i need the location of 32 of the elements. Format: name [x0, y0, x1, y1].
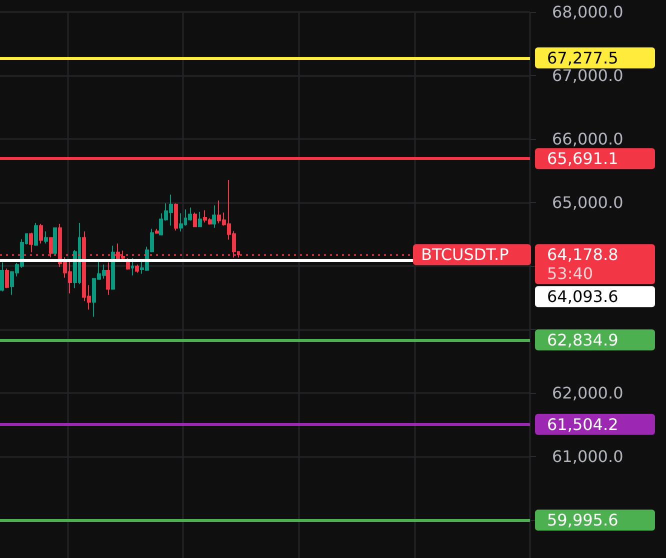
candlestick — [193, 212, 197, 228]
candlestick — [34, 222, 38, 246]
ref-line-label: 64,178.8 — [547, 245, 618, 264]
candlestick — [174, 202, 178, 231]
ref-line-label: 62,834.9 — [547, 330, 618, 350]
candlestick — [29, 232, 33, 253]
y-tick-label: 65,000.0 — [552, 192, 624, 212]
candlestick — [179, 212, 183, 232]
y-tick-label: 61,000.0 — [552, 446, 624, 466]
candlestick — [39, 223, 43, 244]
y-tick-label: 66,000.0 — [552, 129, 624, 148]
ref-line-label: 67,277.5 — [547, 48, 618, 68]
candlestick — [0, 262, 4, 292]
ref-line-label: 59,995.6 — [547, 510, 618, 530]
candlestick — [5, 268, 9, 289]
y-tick-label: 68,000.0 — [552, 2, 624, 22]
candlestick — [106, 262, 110, 296]
candlestick — [53, 227, 57, 256]
candlestick — [44, 230, 48, 244]
candlestick — [131, 258, 134, 276]
annotation: BTCUSDT.P — [421, 245, 510, 264]
candlestick — [188, 207, 192, 222]
y-tick-label: 67,000.0 — [552, 66, 624, 85]
text: 53:40 — [547, 264, 594, 284]
ref-line-label: 61,504.2 — [547, 414, 618, 434]
candlestick — [212, 204, 216, 228]
candlestick — [135, 264, 139, 274]
candlestick — [155, 228, 159, 234]
ref-line-label: 65,691.1 — [547, 149, 618, 168]
ref-line-label: 64,093.6 — [547, 287, 618, 306]
candlestick — [198, 211, 202, 228]
y-tick-label: 62,000.0 — [552, 383, 624, 402]
